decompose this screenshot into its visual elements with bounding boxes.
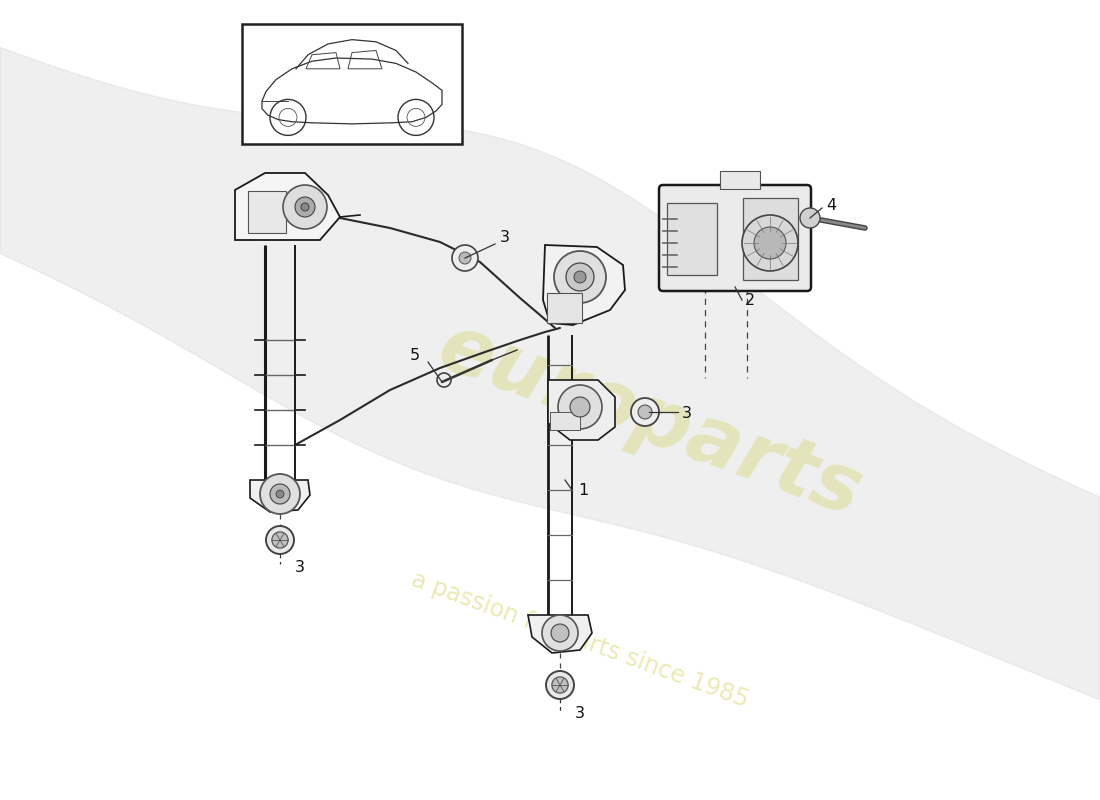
Text: 3: 3 (682, 406, 692, 421)
Circle shape (260, 474, 300, 514)
Circle shape (554, 251, 606, 303)
Circle shape (800, 208, 820, 228)
Text: 1: 1 (578, 483, 588, 498)
Bar (720, 171, 760, 189)
Circle shape (570, 397, 590, 417)
Circle shape (272, 532, 288, 548)
Circle shape (558, 385, 602, 429)
Text: 3: 3 (575, 706, 585, 721)
Circle shape (551, 624, 569, 642)
Bar (667, 203, 717, 275)
Circle shape (295, 197, 315, 217)
Circle shape (552, 677, 568, 693)
Text: a passion for parts since 1985: a passion for parts since 1985 (408, 568, 752, 712)
Bar (547, 293, 582, 323)
Circle shape (276, 490, 284, 498)
FancyBboxPatch shape (659, 185, 811, 291)
Circle shape (574, 271, 586, 283)
Bar (242, 24, 462, 144)
Circle shape (266, 526, 294, 554)
Text: 2: 2 (745, 293, 755, 308)
Circle shape (631, 398, 659, 426)
Circle shape (638, 405, 652, 419)
Circle shape (459, 252, 471, 264)
Circle shape (566, 263, 594, 291)
Bar (742, 198, 797, 280)
Polygon shape (543, 245, 625, 325)
Text: 3: 3 (295, 560, 305, 575)
Polygon shape (235, 173, 340, 240)
Circle shape (452, 245, 478, 271)
Polygon shape (528, 615, 592, 653)
Circle shape (742, 215, 797, 271)
Circle shape (283, 185, 327, 229)
Bar (550, 412, 580, 430)
Text: 4: 4 (826, 198, 836, 213)
Polygon shape (250, 480, 310, 512)
Circle shape (542, 615, 578, 651)
Polygon shape (548, 380, 615, 440)
Circle shape (546, 671, 574, 699)
Circle shape (270, 484, 290, 504)
Bar (248, 191, 286, 233)
Text: europarts: europarts (428, 307, 872, 533)
Text: 5: 5 (410, 348, 420, 363)
Circle shape (754, 227, 786, 259)
Text: 3: 3 (500, 230, 510, 245)
Circle shape (301, 203, 309, 211)
